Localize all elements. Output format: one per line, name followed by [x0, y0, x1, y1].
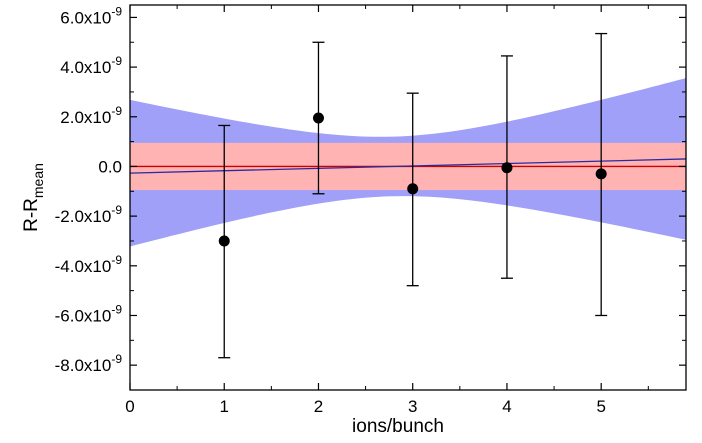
data-point — [501, 162, 513, 174]
y-tick-label: 2.0x10-9 — [60, 104, 122, 127]
x-tick-label: 4 — [502, 397, 511, 416]
x-tick-label: 3 — [408, 397, 417, 416]
data-point — [218, 235, 230, 247]
x-axis-title: ions/bunch — [352, 416, 444, 437]
data-point — [312, 112, 324, 124]
data-point — [595, 168, 607, 180]
y-tick-label: 6.0x10-9 — [60, 4, 122, 27]
x-tick-label: 5 — [596, 397, 605, 416]
y-tick-label: -2.0x10-9 — [55, 203, 123, 226]
axes — [129, 4, 687, 391]
y-tick-label: -4.0x10-9 — [55, 253, 123, 276]
y-tick-label: 0.0 — [98, 157, 122, 176]
x-tick-label: 0 — [125, 397, 134, 416]
overlay-layer — [218, 32, 608, 359]
y-tick-label: 4.0x10-9 — [60, 54, 122, 77]
y-tick-label: -6.0x10-9 — [55, 302, 123, 325]
fit-line — [130, 158, 686, 174]
data-point — [407, 183, 419, 195]
x-tick-label: 1 — [220, 397, 229, 416]
y-axis-title: R-Rmean — [21, 163, 46, 232]
plot-area — [130, 78, 686, 247]
axis-labels: 0 1 2 3 4 5 6.0x10-9 4.0x10-9 2.0x10-9 0.0 -2.0x10… — [21, 4, 606, 437]
y-tick-label: -8.0x10-9 — [55, 352, 123, 375]
x-tick-label: 2 — [314, 397, 323, 416]
plot-frame — [129, 4, 687, 391]
